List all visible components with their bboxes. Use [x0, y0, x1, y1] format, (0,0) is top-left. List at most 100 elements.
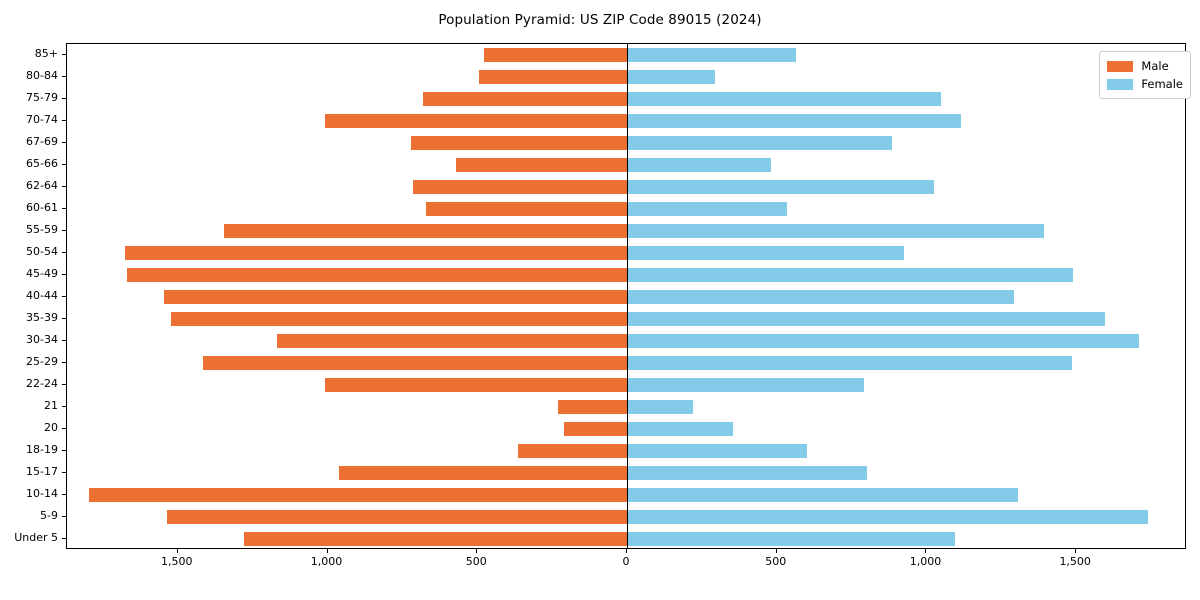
- x-axis-tick: [925, 549, 927, 553]
- bar-row: [67, 224, 1185, 238]
- y-axis-label: 62-64: [26, 179, 58, 192]
- bar-female[interactable]: [627, 400, 694, 414]
- bar-row: [67, 136, 1185, 150]
- bar-row: [67, 532, 1185, 546]
- y-axis-label: 45-49: [26, 267, 58, 280]
- bar-row: [67, 334, 1185, 348]
- bar-male[interactable]: [244, 532, 627, 546]
- y-axis-tick: [62, 186, 66, 187]
- bar-male[interactable]: [412, 180, 627, 194]
- bar-row: [67, 92, 1185, 106]
- bar-female[interactable]: [627, 158, 771, 172]
- bar-female[interactable]: [627, 224, 1044, 238]
- bar-female[interactable]: [627, 268, 1074, 282]
- bar-female[interactable]: [627, 202, 788, 216]
- bar-male[interactable]: [170, 312, 627, 326]
- bar-male[interactable]: [423, 92, 627, 106]
- bar-male[interactable]: [126, 268, 627, 282]
- x-axis-tick: [775, 549, 777, 553]
- y-axis-tick: [62, 120, 66, 121]
- bar-male[interactable]: [124, 246, 627, 260]
- x-axis-tick: [176, 549, 178, 553]
- bar-female[interactable]: [627, 510, 1149, 524]
- y-axis-label: 75-79: [26, 91, 58, 104]
- x-axis-label: 1,000: [310, 555, 343, 568]
- bar-male[interactable]: [517, 444, 627, 458]
- bar-female[interactable]: [627, 444, 807, 458]
- bar-male[interactable]: [557, 400, 627, 414]
- bar-male[interactable]: [202, 356, 627, 370]
- legend-item[interactable]: Female: [1107, 75, 1183, 93]
- bars-layer: [67, 44, 1185, 548]
- y-axis-label: 10-14: [26, 487, 58, 500]
- legend-item[interactable]: Male: [1107, 57, 1183, 75]
- bar-row: [67, 356, 1185, 370]
- y-axis-label: 18-19: [26, 443, 58, 456]
- bar-female[interactable]: [627, 114, 961, 128]
- bar-row: [67, 444, 1185, 458]
- y-axis-label: 55-59: [26, 223, 58, 236]
- bar-male[interactable]: [325, 114, 627, 128]
- y-axis-label: 67-69: [26, 135, 58, 148]
- y-axis-tick: [62, 142, 66, 143]
- y-axis-label: 15-17: [26, 465, 58, 478]
- bar-row: [67, 422, 1185, 436]
- bar-male[interactable]: [564, 422, 627, 436]
- y-axis-tick: [62, 98, 66, 99]
- x-axis-label: 1,500: [1059, 555, 1091, 568]
- bar-female[interactable]: [627, 356, 1073, 370]
- bar-female[interactable]: [627, 92, 941, 106]
- bar-female[interactable]: [627, 48, 796, 62]
- bar-female[interactable]: [627, 180, 934, 194]
- y-axis-label: 40-44: [26, 289, 58, 302]
- bar-female[interactable]: [627, 246, 904, 260]
- x-axis-label: 1,000: [909, 555, 942, 568]
- bar-row: [67, 488, 1185, 502]
- bar-row: [67, 268, 1185, 282]
- x-axis-tick: [626, 549, 627, 553]
- y-axis-label: 80-84: [26, 69, 58, 82]
- bar-male[interactable]: [338, 466, 627, 480]
- y-axis-tick: [62, 164, 66, 165]
- x-axis-label: 500: [465, 555, 487, 568]
- y-axis-tick: [62, 538, 66, 539]
- bar-row: [67, 312, 1185, 326]
- bar-female[interactable]: [627, 488, 1019, 502]
- zero-axis-line: [627, 44, 628, 548]
- y-axis-tick: [62, 296, 66, 297]
- bar-female[interactable]: [627, 312, 1106, 326]
- y-axis-label: 60-61: [26, 201, 58, 214]
- bar-male[interactable]: [479, 70, 627, 84]
- y-axis-label: 50-54: [26, 245, 58, 258]
- bar-female[interactable]: [627, 466, 868, 480]
- y-axis-label: 20: [44, 421, 58, 434]
- bar-male[interactable]: [167, 510, 627, 524]
- bar-male[interactable]: [164, 290, 627, 304]
- bar-row: [67, 158, 1185, 172]
- bar-female[interactable]: [627, 532, 955, 546]
- y-axis-tick: [62, 428, 66, 429]
- plot-area: [66, 43, 1186, 549]
- bar-male[interactable]: [89, 488, 627, 502]
- bar-male[interactable]: [324, 378, 627, 392]
- y-axis-label: 25-29: [26, 355, 58, 368]
- legend-swatch-male: [1107, 60, 1134, 72]
- bar-male[interactable]: [426, 202, 627, 216]
- bar-female[interactable]: [627, 422, 734, 436]
- bar-male[interactable]: [223, 224, 627, 238]
- y-axis-tick: [62, 208, 66, 209]
- bar-male[interactable]: [410, 136, 627, 150]
- bar-female[interactable]: [627, 290, 1014, 304]
- bar-row: [67, 290, 1185, 304]
- bar-male[interactable]: [483, 48, 627, 62]
- legend: Male Female: [1099, 51, 1191, 99]
- bar-row: [67, 246, 1185, 260]
- bar-female[interactable]: [627, 378, 865, 392]
- bar-female[interactable]: [627, 334, 1140, 348]
- bar-male[interactable]: [276, 334, 627, 348]
- y-axis-tick: [62, 252, 66, 253]
- bar-male[interactable]: [456, 158, 627, 172]
- bar-female[interactable]: [627, 70, 716, 84]
- y-axis-tick: [62, 274, 66, 275]
- bar-female[interactable]: [627, 136, 893, 150]
